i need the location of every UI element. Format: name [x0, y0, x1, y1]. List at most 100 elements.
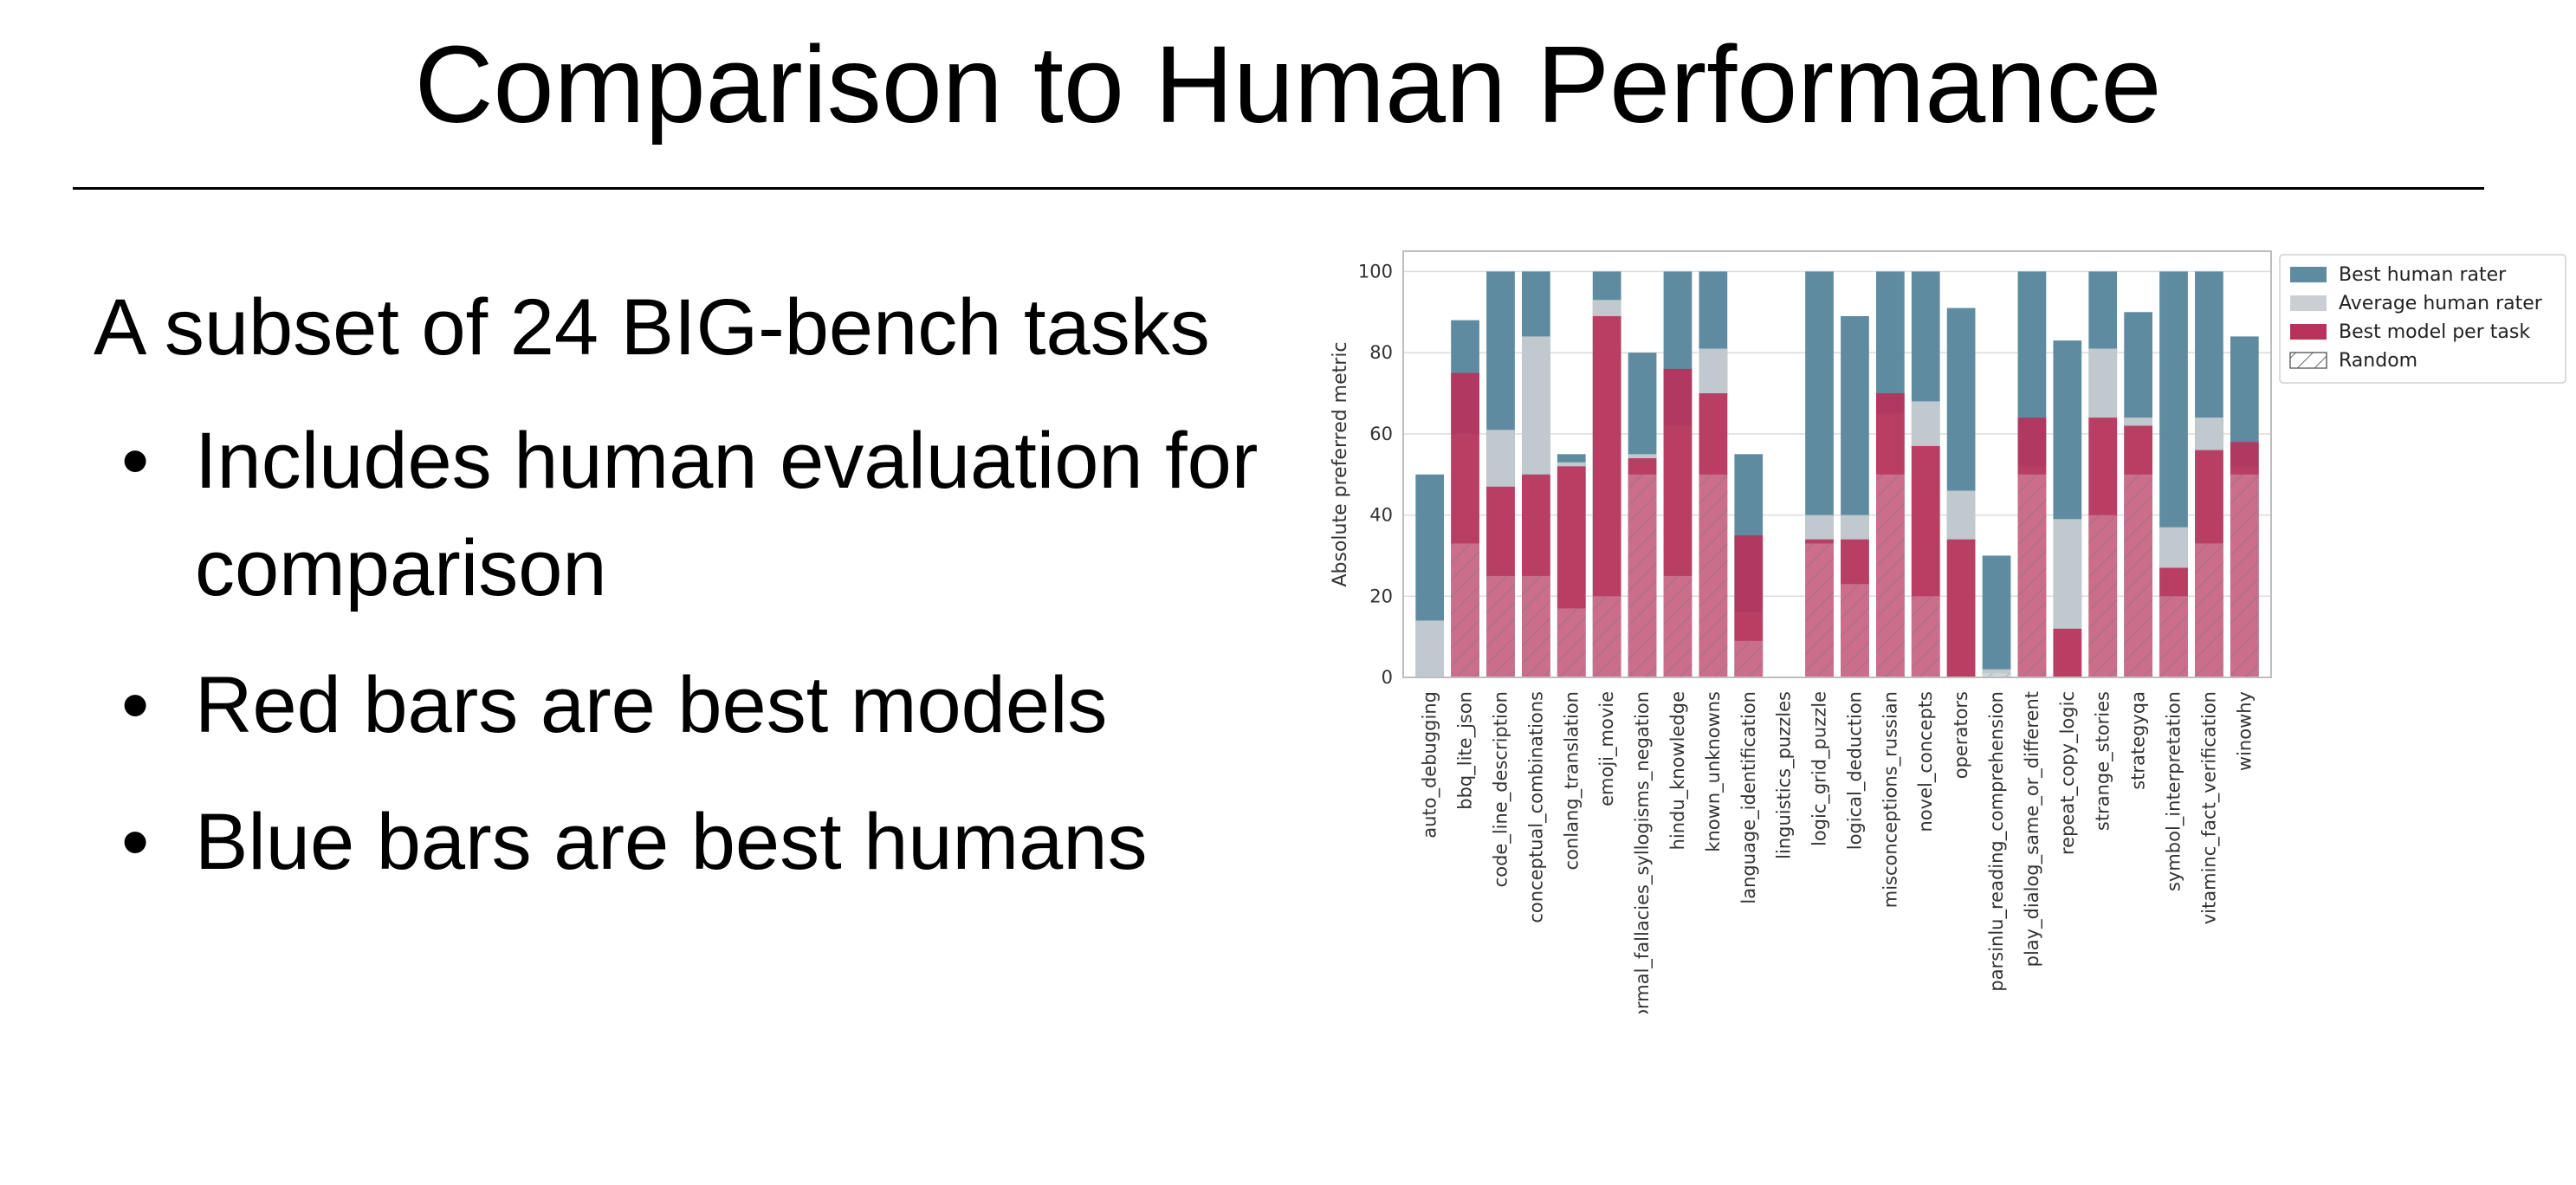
bullet-dot-icon: •	[121, 798, 150, 886]
legend-swatch	[2290, 295, 2327, 311]
bar-random-tint	[1911, 596, 1940, 677]
bar-random	[1592, 596, 1621, 677]
bar-best-model	[2053, 628, 2082, 677]
x-tick-label: logical_deduction	[1844, 691, 1866, 850]
slide-title: Comparison to Human Performance	[414, 23, 2162, 146]
y-tick-label: 40	[1369, 505, 1393, 526]
y-tick-label: 60	[1369, 424, 1393, 444]
x-tick-label: emoji_movie	[1596, 691, 1618, 806]
bar-random-tint	[1982, 673, 2011, 677]
bar-random	[1451, 543, 1479, 677]
x-tick-label: code_line_description	[1490, 691, 1511, 887]
x-tick-label: conceptual_combinations	[1525, 691, 1547, 923]
bar-random	[1841, 584, 1869, 677]
y-tick-label: 80	[1369, 342, 1393, 363]
x-tick-label: bbq_lite_json	[1455, 691, 1477, 810]
bar-random	[1982, 673, 2011, 677]
bar-random-tint	[1451, 543, 1479, 677]
x-tick-label: novel_concepts	[1915, 691, 1937, 832]
bar-random-tint	[1557, 608, 1586, 677]
x-tick-label: operators	[1951, 691, 1971, 779]
x-tick-label: vitaminc_fact_verification	[2198, 691, 2220, 924]
y-tick-label: 0	[1382, 667, 1393, 688]
legend-swatch	[2290, 324, 2327, 340]
bullet-list: • Includes human evaluation for compariso…	[94, 407, 1289, 896]
bar-random	[1911, 596, 1940, 677]
bar-random	[1663, 575, 1693, 677]
legend-label: Random	[2339, 350, 2417, 372]
bar-random-tint	[2088, 515, 2118, 677]
legend-label: Best human rater	[2339, 264, 2507, 286]
bar-random-tint	[1522, 575, 1550, 677]
y-tick-label: 20	[1369, 586, 1393, 606]
bar-random	[1875, 474, 1905, 677]
bar-random	[1522, 575, 1550, 677]
x-tick-label: language_identification	[1738, 691, 1760, 904]
x-tick-label: parsinlu_reading_comprehension	[1986, 691, 2008, 992]
bar-chart: 0 20 40 60 80 100 Absolute preferred metric aut…	[1299, 234, 2576, 1013]
bar-random-tint	[2195, 543, 2223, 677]
legend-label: Best model per task	[2339, 321, 2530, 343]
legend-label: Average human rater	[2339, 293, 2543, 314]
intro-text: A subset of 24 BIG-bench tasks	[94, 283, 1210, 372]
bullet-dot-icon: •	[121, 661, 150, 749]
bar-random-tint	[2159, 596, 2188, 677]
x-tick-label: hindu_knowledge	[1667, 691, 1689, 850]
x-tick-label: play_dialog_same_or_different	[2022, 691, 2043, 967]
bullet-item: • Red bars are best models	[94, 651, 1289, 759]
x-tick-label: misconceptions_russian	[1880, 691, 1901, 908]
x-tick-label: symbol_interpretation	[2164, 691, 2185, 891]
y-axis-label: Absolute preferred metric	[1330, 341, 1351, 586]
bar-random	[1734, 640, 1764, 677]
bar-random	[2195, 543, 2223, 677]
x-tick-label: repeat_copy_logic	[2057, 691, 2079, 855]
bar-random-tint	[1592, 596, 1621, 677]
title-divider	[73, 187, 2484, 190]
bar-random-tint	[1628, 474, 1657, 677]
bar-average-human	[1415, 620, 1445, 677]
x-tick-label: logic_grid_puzzle	[1809, 691, 1831, 846]
bullet-item: • Blue bars are best humans	[94, 788, 1289, 896]
bar-random	[1805, 543, 1834, 677]
bar-random-tint	[1734, 640, 1764, 677]
legend-swatch	[2290, 267, 2327, 282]
x-tick-label: strange_stories	[2093, 691, 2114, 831]
x-tick-label: winowhy	[2234, 691, 2255, 771]
x-tick-label: linguistics_puzzles	[1774, 691, 1796, 859]
bar-random	[1486, 575, 1515, 677]
bullet-text: Blue bars are best humans	[195, 798, 1148, 886]
bullet-item: • Includes human evaluation for compariso…	[94, 407, 1289, 622]
bar-random	[2124, 474, 2152, 677]
bar-random-tint	[1699, 474, 1728, 677]
bar-random	[2230, 474, 2259, 677]
legend-swatch	[2289, 352, 2327, 369]
x-tick-label: strategyqa	[2128, 691, 2149, 790]
bar-random	[2088, 515, 2118, 677]
bar-random	[2017, 474, 2047, 677]
bullet-dot-icon: •	[121, 417, 150, 505]
chart-svg: 0 20 40 60 80 100 Absolute preferred metric aut…	[1330, 250, 2566, 1013]
bar-random	[2159, 596, 2188, 677]
bar-random	[1628, 474, 1657, 677]
y-tick-label: 100	[1358, 261, 1393, 282]
bar-average-human	[1982, 669, 2011, 677]
bar-random-tint	[1486, 575, 1515, 677]
x-tick-label: known_unknowns	[1703, 691, 1725, 852]
bar-random-tint	[2230, 474, 2259, 677]
bar-random	[1557, 608, 1586, 677]
bullet-text: Includes human evaluation for comparison	[195, 417, 1259, 612]
bar-random-tint	[1663, 575, 1693, 677]
bar-random-tint	[1875, 474, 1905, 677]
bullet-text-block: A subset of 24 BIG-bench tasks • Includes…	[94, 274, 1289, 925]
plot-frame	[1402, 250, 2272, 678]
bar-random-tint	[1805, 543, 1834, 677]
legend-box	[2279, 254, 2566, 384]
bar-random-tint	[2017, 474, 2047, 677]
bar-best-human	[1982, 555, 2011, 677]
bar-random-tint	[2124, 474, 2152, 677]
x-tick-label: conlang_translation	[1561, 691, 1582, 870]
x-tick-label: formal_fallacies_syllogisms_negation	[1632, 691, 1654, 1013]
bar-best-model	[1946, 539, 1976, 677]
bar-random	[1699, 474, 1728, 677]
bullet-text: Red bars are best models	[195, 661, 1108, 749]
